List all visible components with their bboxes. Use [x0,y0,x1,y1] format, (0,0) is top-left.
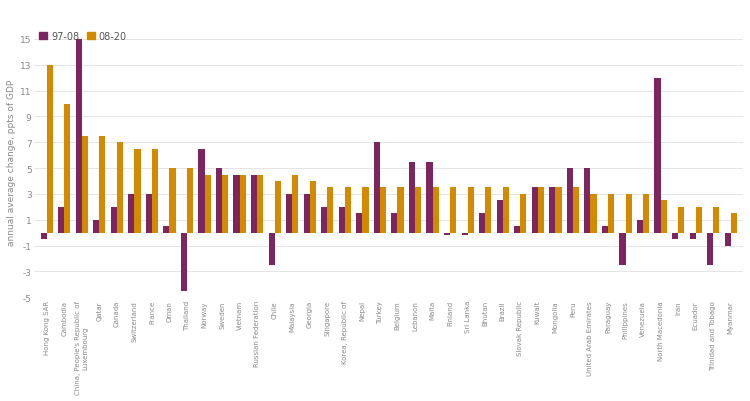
Bar [637,220,643,233]
Bar [496,201,502,233]
Bar [398,188,404,233]
Bar [620,233,626,265]
Bar [257,175,263,233]
Bar [427,162,433,233]
Bar [222,175,228,233]
Bar [468,188,474,233]
Y-axis label: annual average change, ppts of GDP: annual average change, ppts of GDP [7,79,16,245]
Bar [310,182,316,233]
Bar [724,233,730,246]
Bar [549,188,555,233]
Bar [655,79,661,233]
Bar [602,227,608,233]
Bar [485,188,491,233]
Bar [590,194,596,233]
Bar [187,169,194,233]
Bar [374,143,380,233]
Bar [608,194,614,233]
Bar [239,175,246,233]
Bar [450,188,456,233]
Bar [730,214,737,233]
Bar [514,227,520,233]
Bar [233,175,239,233]
Bar [380,188,386,233]
Bar [555,188,562,233]
Bar [321,207,327,233]
Bar [479,214,485,233]
Bar [152,150,158,233]
Bar [433,188,439,233]
Bar [362,188,368,233]
Bar [532,188,538,233]
Bar [64,104,70,233]
Bar [672,233,678,239]
Bar [251,175,257,233]
Bar [134,150,140,233]
Bar [503,188,509,233]
Bar [292,175,298,233]
Bar [696,207,702,233]
Bar [181,233,187,291]
Bar [409,162,415,233]
Bar [356,214,362,233]
Bar [216,169,222,233]
Bar [199,150,205,233]
Bar [461,233,468,236]
Bar [99,136,106,233]
Bar [58,207,64,233]
Bar [93,220,99,233]
Bar [415,188,422,233]
Bar [567,169,573,233]
Bar [46,66,53,233]
Bar [268,233,274,265]
Bar [164,227,170,233]
Bar [274,182,280,233]
Bar [444,233,450,236]
Bar [345,188,351,233]
Bar [146,194,152,233]
Bar [76,40,82,233]
Bar [339,207,345,233]
Bar [643,194,650,233]
Bar [82,136,88,233]
Bar [40,233,46,239]
Bar [327,188,334,233]
Legend: 97-08, 08-20: 97-08, 08-20 [39,32,127,42]
Bar [584,169,590,233]
Bar [286,194,292,233]
Bar [713,207,719,233]
Bar [392,214,398,233]
Bar [573,188,579,233]
Bar [707,233,713,265]
Bar [111,207,117,233]
Bar [678,207,684,233]
Bar [626,194,632,233]
Bar [128,194,134,233]
Bar [689,233,696,239]
Bar [520,194,526,233]
Bar [538,188,544,233]
Bar [661,201,667,233]
Bar [304,194,310,233]
Bar [170,169,176,233]
Bar [117,143,123,233]
Bar [205,175,211,233]
